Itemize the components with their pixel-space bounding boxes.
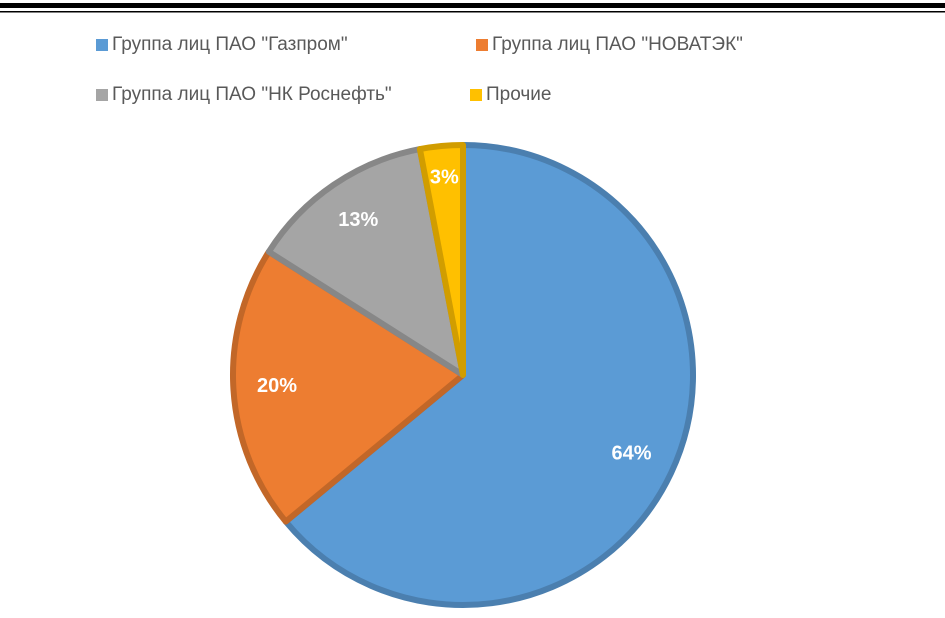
data-label: 64% (612, 443, 652, 465)
legend-swatch (476, 39, 488, 51)
data-label: 3% (430, 166, 459, 188)
top-rule-thin (0, 11, 945, 13)
legend-swatch (96, 89, 108, 101)
top-rule-thick (0, 3, 945, 8)
legend-label: Группа лиц ПАО "НК Роснефть" (112, 84, 392, 105)
legend-label: Группа лиц ПАО "НОВАТЭК" (492, 34, 743, 55)
pie-slice (416, 142, 466, 378)
pie-slice (230, 248, 466, 525)
pie-slice (282, 142, 696, 608)
data-label: 13% (338, 209, 378, 231)
data-label: 20% (257, 375, 297, 397)
legend-label: Группа лиц ПАО "Газпром" (112, 34, 348, 55)
legend-label: Прочие (486, 84, 551, 105)
pie-slice (265, 146, 466, 378)
legend-swatch (470, 89, 482, 101)
legend-swatch (96, 39, 108, 51)
